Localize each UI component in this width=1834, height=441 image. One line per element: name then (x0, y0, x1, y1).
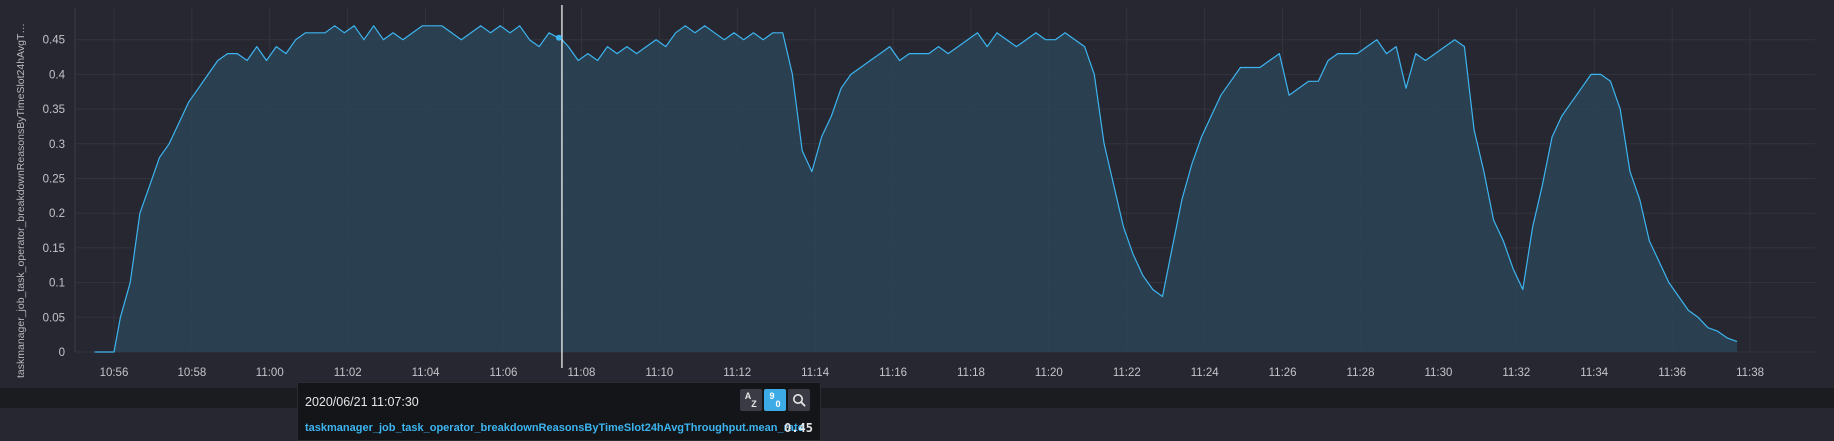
x-tick-label: 11:32 (1502, 367, 1530, 379)
x-tick-label: 11:02 (334, 367, 362, 379)
hover-tooltip: 2020/06/21 11:07:30 A Z 9 0 taskmanager_… (297, 382, 821, 441)
sort-num-bottom-label: 0 (775, 399, 781, 409)
y-tick-label: 0.2 (49, 208, 65, 220)
x-tick-label: 11:14 (801, 367, 830, 379)
x-axis-ticks: 10:56 10:58 11:00 11:02 11:04 11:06 11:08 11:10… (100, 367, 1764, 379)
tooltip-series-value: 0.45 (784, 421, 813, 435)
x-tick-label: 10:58 (177, 367, 206, 379)
series-area (94, 25, 1738, 353)
hover-crosshair (555, 5, 563, 368)
series-area-fill (94, 25, 1738, 353)
sort-num-top-label: 9 (769, 391, 775, 401)
x-tick-label: 11:12 (723, 367, 751, 379)
y-tick-label: 0.15 (43, 243, 65, 255)
tooltip-series-name: taskmanager_job_task_operator_breakdownR… (305, 422, 804, 434)
x-tick-label: 11:22 (1113, 367, 1141, 379)
x-tick-label: 11:06 (490, 367, 518, 379)
sort-alpha-bottom-label: Z (751, 399, 757, 409)
search-button[interactable] (788, 389, 810, 411)
x-tick-label: 11:36 (1658, 367, 1686, 379)
next-panel-strip (0, 408, 1834, 441)
x-tick-label: 11:16 (879, 367, 907, 379)
y-tick-label: 0 (59, 347, 65, 359)
tooltip-time: 2020/06/21 11:07:30 (305, 395, 419, 409)
x-tick-label: 11:26 (1269, 367, 1297, 379)
x-tick-label: 11:38 (1736, 367, 1764, 379)
sort-alpha-top-label: A (744, 391, 752, 401)
sort-numeric-button[interactable]: 9 0 (764, 389, 786, 411)
x-tick-label: 11:04 (412, 367, 441, 379)
sort-alphabetical-button[interactable]: A Z (740, 389, 762, 411)
x-tick-label: 11:20 (1035, 367, 1063, 379)
x-tick-label: 11:24 (1191, 367, 1220, 379)
y-tick-label: 0.1 (49, 278, 65, 290)
y-tick-label: 0.25 (43, 174, 65, 186)
x-tick-label: 11:30 (1424, 367, 1452, 379)
y-tick-label: 0.35 (43, 104, 65, 116)
y-tick-label: 0.3 (49, 139, 65, 151)
y-tick-label: 0.45 (43, 35, 65, 47)
y-tick-label: 0.4 (49, 69, 66, 81)
x-tick-label: 11:28 (1347, 367, 1375, 379)
hover-point (555, 34, 562, 41)
series-line (94, 25, 1738, 353)
y-axis-label: taskmanager_job_task_operator_breakdownR… (15, 23, 27, 378)
x-tick-label: 11:10 (645, 367, 673, 379)
x-tick-label: 11:08 (567, 367, 595, 379)
x-tick-label: 11:00 (256, 367, 284, 379)
search-icon (793, 394, 806, 407)
area-chart[interactable]: 00.050.10.150.20.250.30.350.40.45 10:56 1… (0, 0, 1834, 388)
y-tick-label: 0.05 (43, 312, 65, 324)
y-axis-ticks: 0 0.05 0.1 0.15 0.2 0.25 0.3 0.35 0.4 0.45 (43, 35, 66, 359)
x-tick-label: 11:18 (957, 367, 985, 379)
x-tick-label: 10:56 (100, 367, 129, 379)
x-tick-label: 11:34 (1580, 367, 1609, 379)
